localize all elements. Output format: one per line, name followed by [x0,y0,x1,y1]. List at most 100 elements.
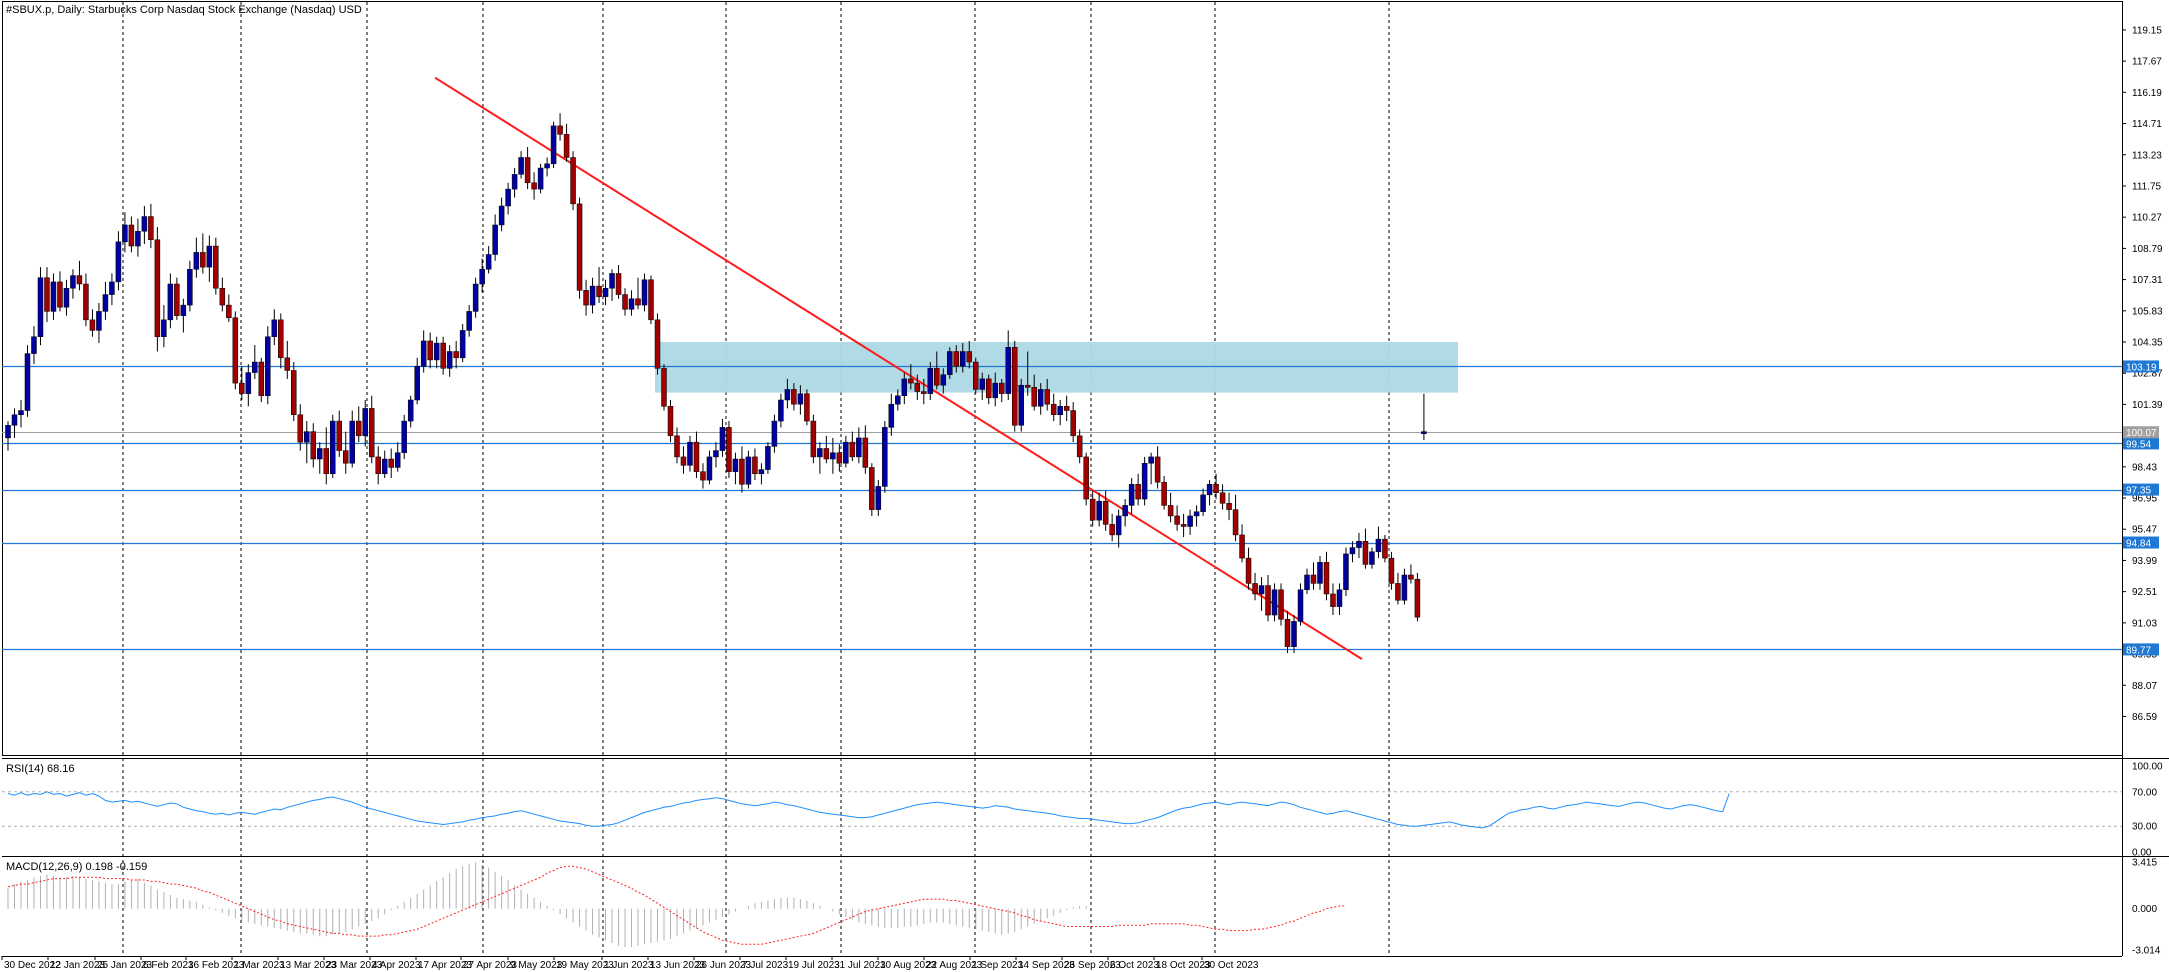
date-tick-label: 19 Jul 2023 [788,960,840,971]
candle-body [654,319,661,369]
candle-body [1206,484,1213,496]
candle-body [745,456,752,485]
rsi-tick-label: 100.00 [2132,762,2163,773]
candle-body [1115,515,1122,536]
candle-body [960,351,966,367]
current-price-badge [2123,426,2159,439]
candle-body [849,441,856,458]
candle-body [628,298,635,310]
price-tick-label: 86.59 [2132,712,2157,723]
candle-body [921,391,927,394]
candle-body [1408,574,1414,580]
candle-body [589,285,596,306]
price-tick-label: 98.43 [2132,462,2157,473]
macd-indicator[interactable]: 3.415 0.000 -3.014 [7,858,2161,957]
level-badge-label: 97.35 [2126,486,2151,497]
candle-body [1304,574,1310,590]
candle-body [648,279,654,321]
price-tick-label: 117.67 [2132,57,2162,68]
resistance-zone[interactable] [655,341,1458,393]
candle-body [63,287,70,308]
trend-line [434,76,1363,660]
date-tick-label: 1 Jun 2023 [604,960,654,971]
date-tick-label: 18 Oct 2023 [1156,960,1211,971]
candle-body [37,277,44,337]
level-badge [2123,483,2159,496]
candle-body [446,351,453,369]
candle-body [518,157,524,175]
candle-body [973,361,979,390]
candle-body [1278,589,1284,620]
candle-body [758,469,765,475]
date-tick-label: 30 Oct 2023 [1204,960,1259,971]
candle-body [791,389,797,405]
candle-body [57,281,63,308]
candle-body [83,283,89,321]
rsi-indicator[interactable]: 100.00 70.00 30.00 0.00 [2,762,2163,859]
date-tick-label: 4 Apr 2023 [372,960,421,971]
date-tick-label: 16 Feb 2023 [188,960,245,971]
candle-body [1297,589,1304,622]
price-tick-label: 114.71 [2132,119,2162,130]
price-tick-label: 111.75 [2132,181,2162,192]
candle-body [1388,557,1395,584]
date-tick-label: 23 Mar 2023 [326,960,383,971]
candle-body [843,441,849,464]
candle-body [1005,347,1011,394]
candle-body [1031,387,1037,407]
candle-body [940,374,947,386]
price-tick-label: 105.83 [2132,306,2163,317]
trend-lines[interactable] [434,76,1363,660]
candle-body [524,157,531,184]
candle-body [1349,547,1356,555]
candle-body [1323,562,1330,595]
candle-body [310,431,317,460]
candle-body [1057,406,1063,415]
price-tick-label: 92.51 [2132,587,2157,598]
price-tick-label: 108.79 [2132,244,2163,255]
candle-body [914,382,921,392]
candle-body [141,216,148,232]
candle-body [869,467,875,510]
candle-body [485,254,492,270]
candle-body [11,414,18,426]
candle-body [823,448,830,460]
candle-body [375,456,381,475]
price-tick-label: 96.95 [2132,494,2157,505]
candle-body [459,330,466,359]
candle-body [576,203,583,291]
price-axis-ticks: 119.15 117.67 116.19 114.71 113.23 111.75 110.… [2122,25,2163,723]
candle-body [615,273,622,295]
price-tick-label: 116.19 [2132,88,2162,99]
candle-body [271,319,278,337]
candle-body [927,368,934,394]
candle-body [362,408,368,437]
date-tick-label: 27 Apr 2023 [463,960,517,971]
date-tick-label: 13 Mar 2023 [280,960,337,971]
candle-body [128,224,135,247]
candle-body [394,452,401,468]
candle-body [1336,589,1343,607]
candlestick-series [5,113,1427,654]
candle-body [856,437,862,458]
candle-body [537,167,544,190]
candle-body [953,351,960,367]
candle-body [297,414,304,443]
candle-body [420,340,427,367]
candle-body [1180,524,1187,527]
candle-body [719,427,726,451]
candle-body [732,458,739,472]
candle-body [1070,410,1076,437]
candle-body [1265,585,1271,616]
candle-body [1252,583,1258,595]
candle-body [122,224,128,243]
candle-body [1011,347,1018,426]
candle-body [752,456,758,475]
level-badge [2123,643,2159,656]
candle-body [1330,593,1336,607]
candle-body [1284,619,1291,647]
candle-body [888,403,895,428]
horizontal-levels[interactable] [2,365,2122,651]
